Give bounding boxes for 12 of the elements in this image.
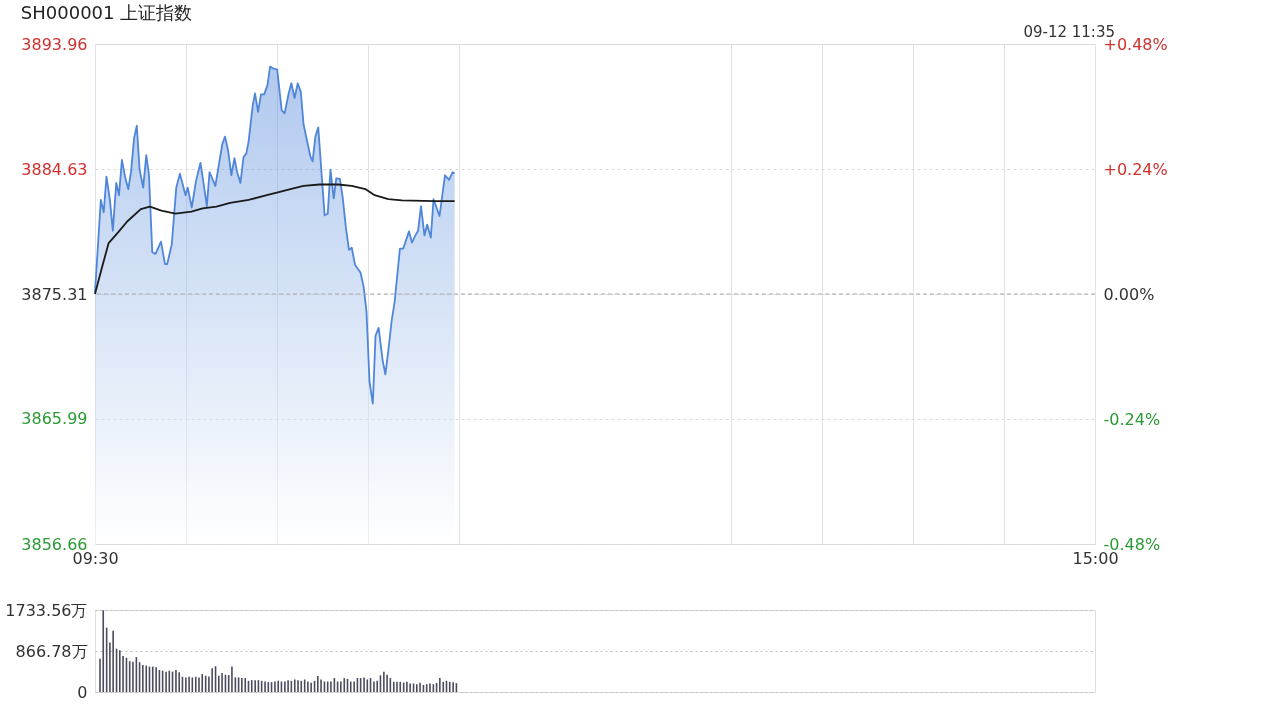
y-tick-label: 3884.63 xyxy=(21,159,88,179)
chart-title: SH000001 上证指数 xyxy=(20,2,193,23)
y2-tick-label: -0.24% xyxy=(1103,409,1161,429)
y2-tick-label: 0.00% xyxy=(1103,284,1155,304)
y-tick-label: 0 xyxy=(77,682,88,702)
y-tick-label: 866.78万 xyxy=(15,641,88,661)
y-tick-label: 3865.99 xyxy=(21,409,88,429)
line-series xyxy=(94,183,456,295)
y2-tick-label: +0.24% xyxy=(1103,159,1168,179)
y-tick-label: 3893.96 xyxy=(21,34,88,54)
y-tick-label: 3875.31 xyxy=(21,284,88,304)
y-tick-label: 1733.56万 xyxy=(5,600,88,620)
